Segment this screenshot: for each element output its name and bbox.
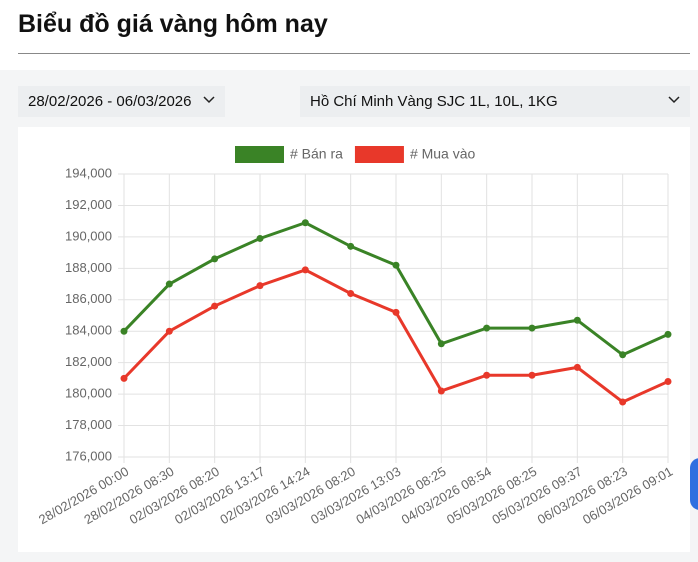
point: [483, 371, 491, 379]
point: [664, 378, 672, 386]
point: [301, 266, 309, 274]
point: [528, 324, 536, 332]
point: [165, 280, 173, 288]
point: [437, 340, 445, 348]
point: [573, 363, 581, 371]
y-tick-label: 178,000: [65, 417, 112, 432]
date-dropdown[interactable]: 28/02/2026 - 06/03/2026: [18, 86, 225, 117]
point: [392, 261, 400, 269]
product-dropdown[interactable]: Hồ Chí Minh Vàng SJC 1L, 10L, 1KG: [300, 86, 690, 117]
y-tick-label: 176,000: [65, 448, 112, 463]
y-tick-label: 188,000: [65, 260, 112, 275]
point: [347, 289, 355, 297]
point: [347, 242, 355, 250]
date-range: 28/02/2026 - 06/03/2026: [28, 93, 192, 110]
point: [120, 374, 128, 382]
point: [165, 327, 173, 335]
chart: 176,000 178,000 180,000 182,000 184,000 186,0…: [36, 146, 675, 527]
point: [619, 351, 627, 359]
point: [301, 219, 309, 227]
y-tick-label: 192,000: [65, 197, 112, 212]
page-title: Biểu đồ giá vàng hôm nay: [18, 10, 328, 38]
point: [437, 387, 445, 395]
point: [664, 330, 672, 338]
point: [619, 398, 627, 406]
point: [528, 371, 536, 379]
point: [392, 308, 400, 316]
chart-card: 176,000 178,000 180,000 182,000 184,000 186,0…: [18, 127, 690, 552]
point: [256, 234, 264, 242]
point: [256, 282, 264, 290]
legend-label: # Bán ra: [290, 146, 343, 162]
legend-swatch: [354, 146, 404, 163]
point: [573, 316, 581, 324]
y-tick-label: 194,000: [65, 165, 112, 180]
point: [120, 327, 128, 335]
product: Hồ Chí Minh Vàng SJC 1L, 10L, 1KG: [310, 93, 558, 110]
y-tick-label: 180,000: [65, 386, 112, 401]
y-tick-label: 186,000: [65, 291, 112, 306]
point: [211, 302, 219, 310]
y-tick-label: 182,000: [65, 354, 112, 369]
y-tick-label: 190,000: [65, 228, 112, 243]
point: [211, 255, 219, 263]
divider: [18, 53, 690, 54]
chevron: [668, 96, 680, 104]
floating-button[interactable]: [690, 458, 698, 510]
chevron: [203, 96, 215, 104]
legend-label: # Mua vào: [410, 146, 476, 162]
point: [483, 324, 491, 332]
y-tick-label: 184,000: [65, 323, 112, 338]
legend-swatch: [235, 146, 284, 163]
